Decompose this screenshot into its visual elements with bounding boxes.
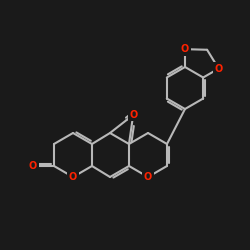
Text: O: O [129, 110, 137, 120]
Text: O: O [214, 64, 223, 74]
Text: O: O [69, 172, 77, 182]
Text: O: O [29, 161, 37, 171]
Text: O: O [181, 44, 189, 54]
Text: O: O [144, 172, 152, 182]
